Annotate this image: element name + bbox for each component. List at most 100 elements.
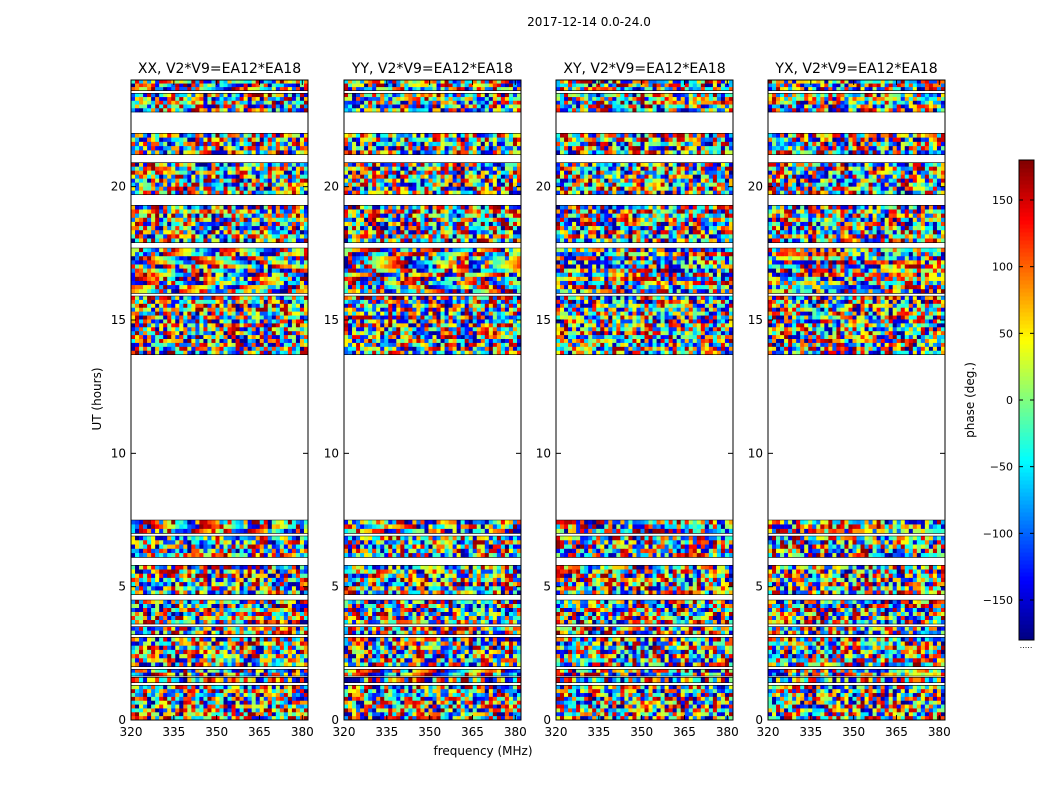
heatmap-block (131, 520, 309, 534)
heatmap-cell (263, 260, 269, 265)
heatmap-cell (227, 289, 232, 294)
heatmap-cell (271, 630, 277, 635)
heatmap-cell (155, 87, 160, 91)
heatmap-cell (348, 641, 353, 647)
heatmap-cell (271, 582, 277, 587)
heatmap-cell (259, 315, 265, 320)
heatmap-cell (235, 577, 240, 583)
heatmap-cell (259, 238, 265, 243)
heatmap-cell (388, 641, 393, 647)
heatmap-cell (167, 346, 172, 352)
heatmap-cell (183, 150, 188, 155)
heatmap-cell (275, 166, 281, 171)
heatmap-cell (211, 553, 216, 558)
heatmap-cell (271, 166, 277, 171)
heatmap-cell (295, 553, 301, 558)
heatmap-cell (231, 272, 236, 278)
heatmap-cell (223, 303, 228, 309)
heatmap-cell (131, 182, 136, 187)
heatmap-cell (436, 708, 441, 713)
heatmap-cell (299, 604, 305, 609)
heatmap-cell (179, 693, 184, 698)
heatmap-cell (299, 331, 305, 336)
heatmap-cell (199, 141, 204, 147)
heatmap-cell (143, 716, 148, 721)
heatmap-cell (243, 252, 248, 257)
heatmap-cell (384, 685, 389, 690)
heatmap-cell (267, 548, 273, 554)
heatmap-cell (187, 252, 192, 257)
heatmap-cell (163, 696, 168, 702)
heatmap-cell (464, 716, 469, 721)
heatmap-cell (187, 230, 192, 235)
heatmap-cell (199, 276, 204, 282)
heatmap-cell (512, 704, 518, 709)
heatmap-cell (259, 654, 265, 659)
heatmap-cell (295, 582, 301, 587)
heatmap-cell (372, 700, 377, 705)
heatmap-cell (187, 342, 192, 348)
heatmap-cell (247, 178, 252, 183)
heatmap-cell (159, 97, 164, 102)
heatmap-cell (271, 645, 277, 651)
heatmap-cell (275, 280, 281, 286)
heatmap-cell (436, 704, 441, 709)
heatmap-cell (227, 100, 232, 105)
heatmap-cell (368, 689, 373, 694)
heatmap-cell (159, 620, 164, 625)
heatmap-cell (143, 276, 148, 282)
heatmap-cell (299, 700, 305, 705)
heatmap-cell (295, 93, 301, 98)
heatmap-cell (219, 654, 224, 659)
heatmap-cell (231, 307, 236, 312)
heatmap-cell (227, 205, 232, 210)
heatmap-cell (135, 712, 140, 717)
heatmap-cell (171, 600, 176, 605)
heatmap-cell (271, 230, 277, 235)
heatmap-cell (159, 182, 164, 187)
heatmap-cell (207, 600, 212, 605)
heatmap-cell (135, 252, 140, 257)
heatmap-cell (211, 654, 216, 659)
heatmap-cell (251, 536, 256, 541)
heatmap-cell (440, 672, 445, 677)
heatmap-cell (271, 234, 277, 239)
heatmap-cell (199, 146, 204, 151)
heatmap-cell (295, 350, 301, 355)
heatmap-cell (211, 641, 216, 647)
heatmap-cell (215, 327, 220, 332)
heatmap-cell (175, 658, 180, 663)
heatmap-cell (376, 693, 381, 698)
heatmap-cell (211, 716, 216, 721)
heatmap-cell (215, 553, 220, 558)
heatmap-cell (235, 303, 240, 309)
heatmap-cell (207, 520, 212, 525)
heatmap-cell (187, 93, 192, 98)
heatmap-cell (135, 296, 140, 301)
heatmap-cell (155, 170, 160, 175)
heatmap-cell (163, 569, 168, 575)
heatmap-cell (239, 335, 244, 340)
heatmap-cell (195, 540, 200, 545)
heatmap-cell (183, 708, 188, 713)
heatmap-cell (283, 174, 289, 179)
heatmap-cell (207, 342, 212, 348)
heatmap-cell (243, 280, 248, 286)
heatmap-cell (235, 307, 240, 312)
heatmap-cell (191, 342, 196, 348)
heatmap-cell (251, 712, 256, 717)
heatmap-cell (135, 331, 140, 336)
heatmap-cell (275, 133, 281, 138)
heatmap-cell (239, 712, 244, 717)
heatmap-cell (299, 83, 305, 88)
heatmap-cell (283, 83, 289, 88)
heatmap-cell (259, 205, 265, 210)
heatmap-cell (183, 256, 188, 261)
heatmap-cell (171, 280, 176, 286)
heatmap-cell (195, 213, 200, 219)
heatmap-cell (504, 700, 510, 705)
heatmap-cell (163, 268, 168, 274)
heatmap-cell (428, 704, 433, 709)
heatmap-cell (516, 677, 522, 683)
heatmap-cell (400, 677, 405, 683)
